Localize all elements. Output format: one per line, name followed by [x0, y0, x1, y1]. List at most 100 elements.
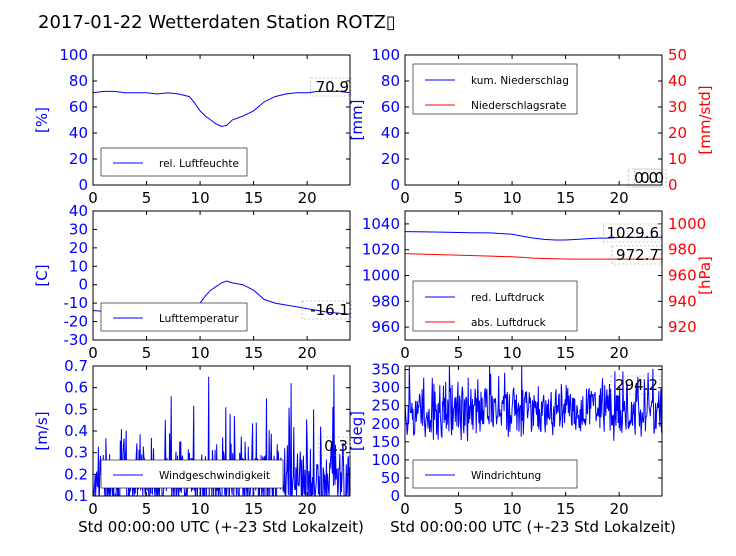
x-tick-label: 15 [556, 500, 575, 518]
x-axis-label-right: Std 00:00:00 UTC (+-23 Std Lokalzeit) [390, 518, 676, 536]
x-tick-label: 15 [244, 189, 263, 207]
y-tick-label: 0 [390, 176, 400, 194]
y-tick-label: 0 [390, 487, 400, 505]
x-tick-label: 20 [298, 189, 317, 207]
legend-label: kum. Niederschlag [471, 75, 569, 87]
y-tick-label: -30 [64, 331, 89, 349]
y-right-tick-label: 20 [668, 124, 687, 142]
y-tick-label: 980 [371, 292, 400, 310]
x-tick-label: 10 [191, 189, 210, 207]
plot-frame-humidity [92, 54, 351, 186]
x-tick-label: 0 [88, 344, 98, 362]
panel-wind-direction [404, 365, 663, 497]
y-tick-label: 250 [371, 397, 400, 415]
y-tick-label: 0.7 [64, 357, 88, 375]
x-tick-label: 20 [610, 189, 629, 207]
legend-box-pressure [412, 280, 578, 332]
panel-humidity [92, 54, 352, 186]
y-right-tick-label: 40 [668, 72, 687, 90]
series-line-pressure-1 [405, 253, 662, 260]
panel-precip [404, 54, 667, 188]
y-right-tick-label: 30 [668, 98, 687, 116]
x-tick-label: 5 [454, 344, 464, 362]
y-tick-label: 80 [381, 72, 400, 90]
y-tick-label: -10 [64, 294, 89, 312]
y-right-tick-label: 1000 [668, 215, 706, 233]
x-tick-label: 10 [503, 344, 522, 362]
legend-box-precip [412, 63, 578, 115]
y-tick-label: 200 [371, 415, 400, 433]
y-right-tick-label: 940 [668, 292, 697, 310]
x-tick-label: 15 [244, 500, 263, 518]
y-tick-label: 0.3 [64, 444, 88, 462]
legend-box-wind-speed [100, 459, 284, 489]
x-axis-label-left: Std 00:00:00 UTC (+-23 Std Lokalzeit) [78, 518, 364, 536]
y-right-tick-label: 50 [668, 46, 687, 64]
y-tick-label: 0 [78, 276, 88, 294]
y-axis-label: [m/s] [33, 411, 51, 450]
x-tick-label: 0 [88, 500, 98, 518]
y-tick-label: 20 [381, 150, 400, 168]
y-right-tick-label: 980 [668, 241, 697, 259]
x-tick-label: 15 [244, 344, 263, 362]
legend-label: Lufttemperatur [159, 313, 239, 325]
x-tick-label: 20 [610, 500, 629, 518]
legend-label: red. Luftdruck [471, 292, 545, 304]
current-value-label: 0.0 [640, 169, 664, 187]
legend-label: Windgeschwindigkeit [159, 470, 270, 482]
current-value-label-frame [611, 245, 662, 265]
current-value-label: 70.9 [316, 78, 349, 96]
panel-pressure [404, 210, 663, 341]
current-value-label: 1029.6 [607, 224, 660, 242]
y-tick-label: -20 [64, 313, 89, 331]
y-tick-label: 60 [381, 98, 400, 116]
y-tick-label: 0.1 [64, 487, 88, 505]
x-tick-label: 20 [298, 344, 317, 362]
legend-label: abs. Luftdruck [471, 317, 547, 329]
current-value-label-frame [310, 77, 352, 97]
current-value-label: 972.7 [616, 246, 659, 264]
current-value-label-frame [603, 223, 662, 243]
x-tick-label: 10 [191, 500, 210, 518]
current-value-label-frame [633, 168, 667, 188]
y-axis-label: [%] [33, 107, 51, 133]
legend-box-wind-direction [412, 459, 578, 489]
y-tick-label: 0.2 [64, 465, 88, 483]
x-tick-label: 5 [454, 500, 464, 518]
y-axis-label: [mm] [348, 100, 366, 141]
legend-box-temperature [100, 302, 248, 332]
x-tick-label: 5 [142, 344, 152, 362]
legend-label: rel. Luftfeuchte [159, 158, 239, 170]
series-line-pressure-0 [405, 231, 662, 241]
current-value-label-frame [627, 168, 661, 188]
current-value-label-frame [317, 436, 351, 456]
legend-label: Windrichtung [471, 470, 541, 482]
x-tick-label: 0 [400, 500, 410, 518]
x-tick-label: 5 [142, 500, 152, 518]
y-tick-label: 1020 [362, 241, 400, 259]
current-value-label-frame [610, 375, 661, 395]
y-tick-label: 0.5 [64, 400, 88, 418]
plot-frame-temperature [92, 210, 351, 341]
y-tick-label: 40 [381, 124, 400, 142]
y-tick-label: 10 [69, 257, 88, 275]
y-tick-label: 40 [69, 124, 88, 142]
y-tick-label: 50 [381, 469, 400, 487]
series-line-humidity-0 [93, 90, 350, 128]
y-tick-label: 20 [69, 150, 88, 168]
y-tick-label: 300 [371, 379, 400, 397]
y-right-tick-label: 960 [668, 267, 697, 285]
current-value-label-frame [301, 300, 352, 320]
y-tick-label: 100 [59, 46, 88, 64]
panel-wind-speed [92, 365, 351, 497]
x-tick-label: 0 [88, 189, 98, 207]
x-tick-label: 0 [400, 189, 410, 207]
y-tick-label: 0.4 [64, 422, 88, 440]
y-right-axis-label: [hPa] [696, 256, 714, 295]
plot-frame-precip [404, 54, 663, 186]
y-tick-label: 30 [69, 220, 88, 238]
y-tick-label: 0.6 [64, 379, 88, 397]
current-value-label: 294.2 [615, 376, 658, 394]
plot-frame-wind-direction [404, 365, 663, 497]
